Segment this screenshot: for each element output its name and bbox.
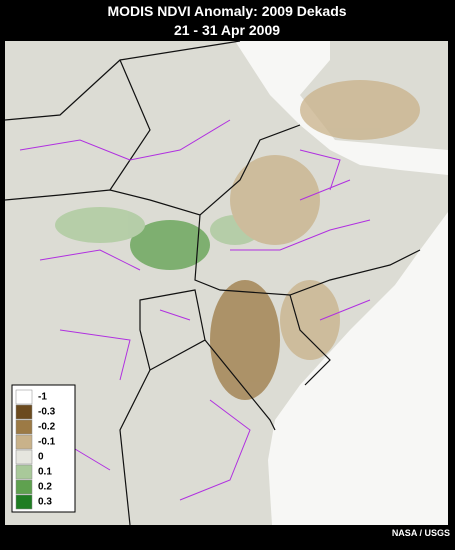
brown-area bbox=[300, 80, 420, 140]
green-area bbox=[55, 207, 145, 243]
legend-label: 0.3 bbox=[38, 497, 52, 508]
legend-swatch bbox=[15, 464, 33, 480]
legend-label: -0.3 bbox=[38, 407, 56, 418]
legend-label: 0.2 bbox=[38, 482, 52, 493]
boundaries bbox=[4, 40, 421, 526]
legend-swatch bbox=[15, 389, 33, 405]
legend-swatch bbox=[15, 494, 33, 510]
legend-label: -0.1 bbox=[38, 437, 56, 448]
red-sea bbox=[235, 41, 448, 175]
brown-area bbox=[280, 280, 340, 360]
legend-label: -1 bbox=[38, 392, 47, 403]
country-border bbox=[4, 124, 301, 216]
country-border bbox=[4, 40, 241, 191]
brown-area bbox=[210, 280, 280, 400]
country-border bbox=[289, 294, 331, 386]
brown-area bbox=[230, 155, 320, 245]
legend-swatch bbox=[15, 479, 33, 495]
green-area bbox=[130, 220, 210, 270]
title: MODIS NDVI Anomaly: 2009 Dekads bbox=[107, 3, 346, 19]
indian-ocean bbox=[268, 212, 448, 525]
legend-label: 0 bbox=[38, 452, 44, 463]
legend-swatch bbox=[15, 434, 33, 450]
province-border bbox=[19, 119, 371, 501]
subtitle: 21 - 31 Apr 2009 bbox=[174, 22, 280, 38]
legend: -1 -0.3 -0.2 -0.1 0 0.1 0.2 0.3 bbox=[11, 384, 76, 513]
vegetation-anomaly bbox=[55, 80, 420, 400]
country-border bbox=[139, 289, 206, 371]
legend-swatch bbox=[15, 404, 33, 420]
legend-label: 0.1 bbox=[38, 467, 52, 478]
map bbox=[4, 40, 448, 526]
legend-swatch bbox=[15, 419, 33, 435]
country-border bbox=[119, 339, 276, 526]
legend-label: -0.2 bbox=[38, 422, 56, 433]
legend-swatch bbox=[15, 449, 33, 465]
credit: NASA / USGS bbox=[392, 528, 450, 538]
